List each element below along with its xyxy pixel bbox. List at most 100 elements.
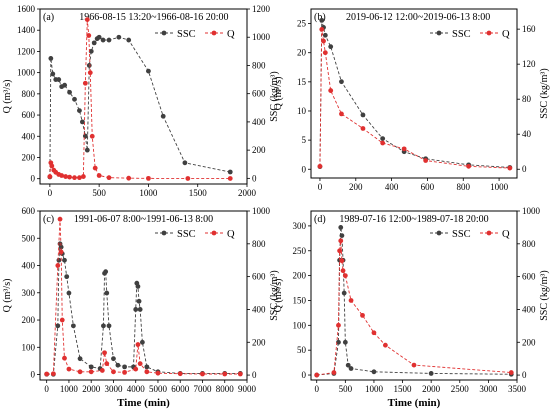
- data-point-q: [84, 17, 90, 23]
- y-left-tick-label: 0: [302, 370, 307, 380]
- x-tick-label: 3000: [104, 384, 123, 394]
- x-tick-label: 3000: [479, 384, 498, 394]
- x-tick-label: 6000: [171, 384, 190, 394]
- data-point-q: [50, 371, 56, 377]
- period-annotation: 1966-08-15 13:20~1966-08-16 20:00: [79, 12, 228, 23]
- x-tick-label: 400: [385, 182, 399, 192]
- data-point-q: [342, 273, 348, 279]
- data-point-q: [336, 322, 341, 328]
- y-right-axis-label-text: SSC (kg/m³): [539, 68, 550, 119]
- y-right-tick-label: 200: [252, 337, 266, 347]
- y-left-tick-label: 150: [293, 295, 307, 305]
- data-point-ssc: [106, 323, 112, 329]
- y-left-tick-label: 0: [302, 164, 307, 174]
- legend-label-ssc: SSC: [452, 229, 471, 240]
- data-point-ssc: [86, 63, 92, 68]
- x-tick-label: 0: [314, 384, 319, 394]
- data-point-q: [321, 38, 326, 44]
- data-point-q: [72, 175, 77, 181]
- data-point-ssc: [56, 77, 62, 82]
- y-left-axis-label-text: Q (m³/s): [2, 80, 13, 114]
- data-point-q: [144, 369, 150, 375]
- data-point-ssc: [338, 225, 344, 230]
- data-point-q: [86, 33, 92, 38]
- data-point-q: [59, 317, 65, 323]
- data-point-ssc: [380, 136, 386, 141]
- period-annotation: 1991-06-07 8:00~1991-06-13 8:00: [74, 214, 213, 225]
- data-point-q: [508, 370, 514, 375]
- data-point-ssc: [319, 17, 325, 23]
- y-right-tick-label: 0: [252, 173, 257, 183]
- data-point-q: [63, 174, 69, 179]
- data-point-q: [104, 361, 110, 367]
- data-point-q: [507, 165, 513, 171]
- y-left-tick-label: 5: [302, 135, 307, 145]
- data-point-q: [177, 371, 183, 377]
- y-right-axis-label: SSC (kg/m³): [539, 270, 550, 321]
- series-line-ssc: [46, 243, 241, 375]
- series-line-ssc: [316, 227, 512, 376]
- data-point-ssc: [100, 37, 106, 43]
- data-point-q: [58, 249, 64, 255]
- data-point-ssc: [84, 147, 90, 153]
- legend-label-q: Q: [502, 229, 510, 240]
- series-line-q: [46, 219, 241, 375]
- data-point-q: [92, 165, 98, 171]
- x-tick-label: 1000: [490, 182, 509, 192]
- y-left-tick-label: 1000: [17, 68, 36, 78]
- y-left-axis-label: Q (m³/s): [2, 279, 13, 313]
- y-left-tick-label: 100: [293, 320, 307, 330]
- data-point-q: [237, 371, 243, 377]
- data-point-q: [102, 350, 107, 356]
- data-point-q: [380, 140, 386, 146]
- x-tick-label: 0: [318, 182, 323, 192]
- data-point-ssc: [160, 113, 166, 119]
- legend-marker-q: [486, 230, 492, 236]
- data-point-q: [88, 369, 94, 375]
- legend-marker-ssc: [161, 30, 167, 36]
- data-point-ssc: [88, 48, 94, 54]
- y-right-tick-label: 120: [522, 59, 536, 69]
- x-tick-label: 0: [48, 188, 53, 198]
- data-point-ssc: [103, 269, 109, 275]
- data-point-ssc: [339, 79, 344, 85]
- data-point-ssc: [227, 169, 233, 175]
- legend-label-q: Q: [227, 229, 235, 240]
- data-point-q: [340, 268, 346, 274]
- data-point-ssc: [96, 34, 102, 40]
- data-point-q: [135, 342, 141, 347]
- data-point-ssc: [371, 369, 377, 375]
- plot-frame: [310, 210, 518, 381]
- series-line-ssc: [49, 36, 231, 177]
- x-tick-label: 9000: [238, 384, 257, 394]
- y-left-tick-label: 100: [22, 342, 36, 352]
- legend-marker-ssc: [436, 230, 442, 236]
- legend-marker-q: [211, 30, 217, 36]
- y-left-tick-label: 200: [22, 152, 36, 162]
- y-right-tick-label: 80: [522, 94, 532, 104]
- y-left-axis-label: Q (m³/s): [273, 77, 284, 111]
- period-annotation: 2019-06-12 12:00~2019-06-13 8:00: [346, 12, 490, 23]
- y-left-axis-label: Q (m³/s): [2, 80, 13, 114]
- panel-letter: (a): [43, 12, 54, 23]
- x-tick-label: 200: [349, 182, 363, 192]
- y-left-tick-label: 1200: [17, 46, 36, 56]
- data-point-q: [337, 248, 343, 254]
- y-left-tick-label: 50: [297, 345, 307, 355]
- y-left-tick-label: 500: [22, 233, 36, 243]
- x-tick-label: 1000: [60, 384, 79, 394]
- data-point-q: [322, 50, 328, 56]
- y-left-tick-label: 10: [297, 106, 307, 116]
- data-point-q: [339, 111, 344, 117]
- data-point-ssc: [116, 34, 122, 40]
- y-left-tick-label: 250: [293, 246, 307, 256]
- data-point-q: [200, 371, 205, 377]
- data-point-ssc: [48, 55, 54, 61]
- data-point-ssc: [322, 32, 328, 38]
- legend-label-q: Q: [502, 29, 510, 40]
- y-left-tick-label: 200: [293, 271, 307, 281]
- y-right-tick-label: 0: [522, 370, 527, 380]
- y-right-tick-label: 160: [522, 24, 536, 34]
- data-point-q: [57, 216, 63, 222]
